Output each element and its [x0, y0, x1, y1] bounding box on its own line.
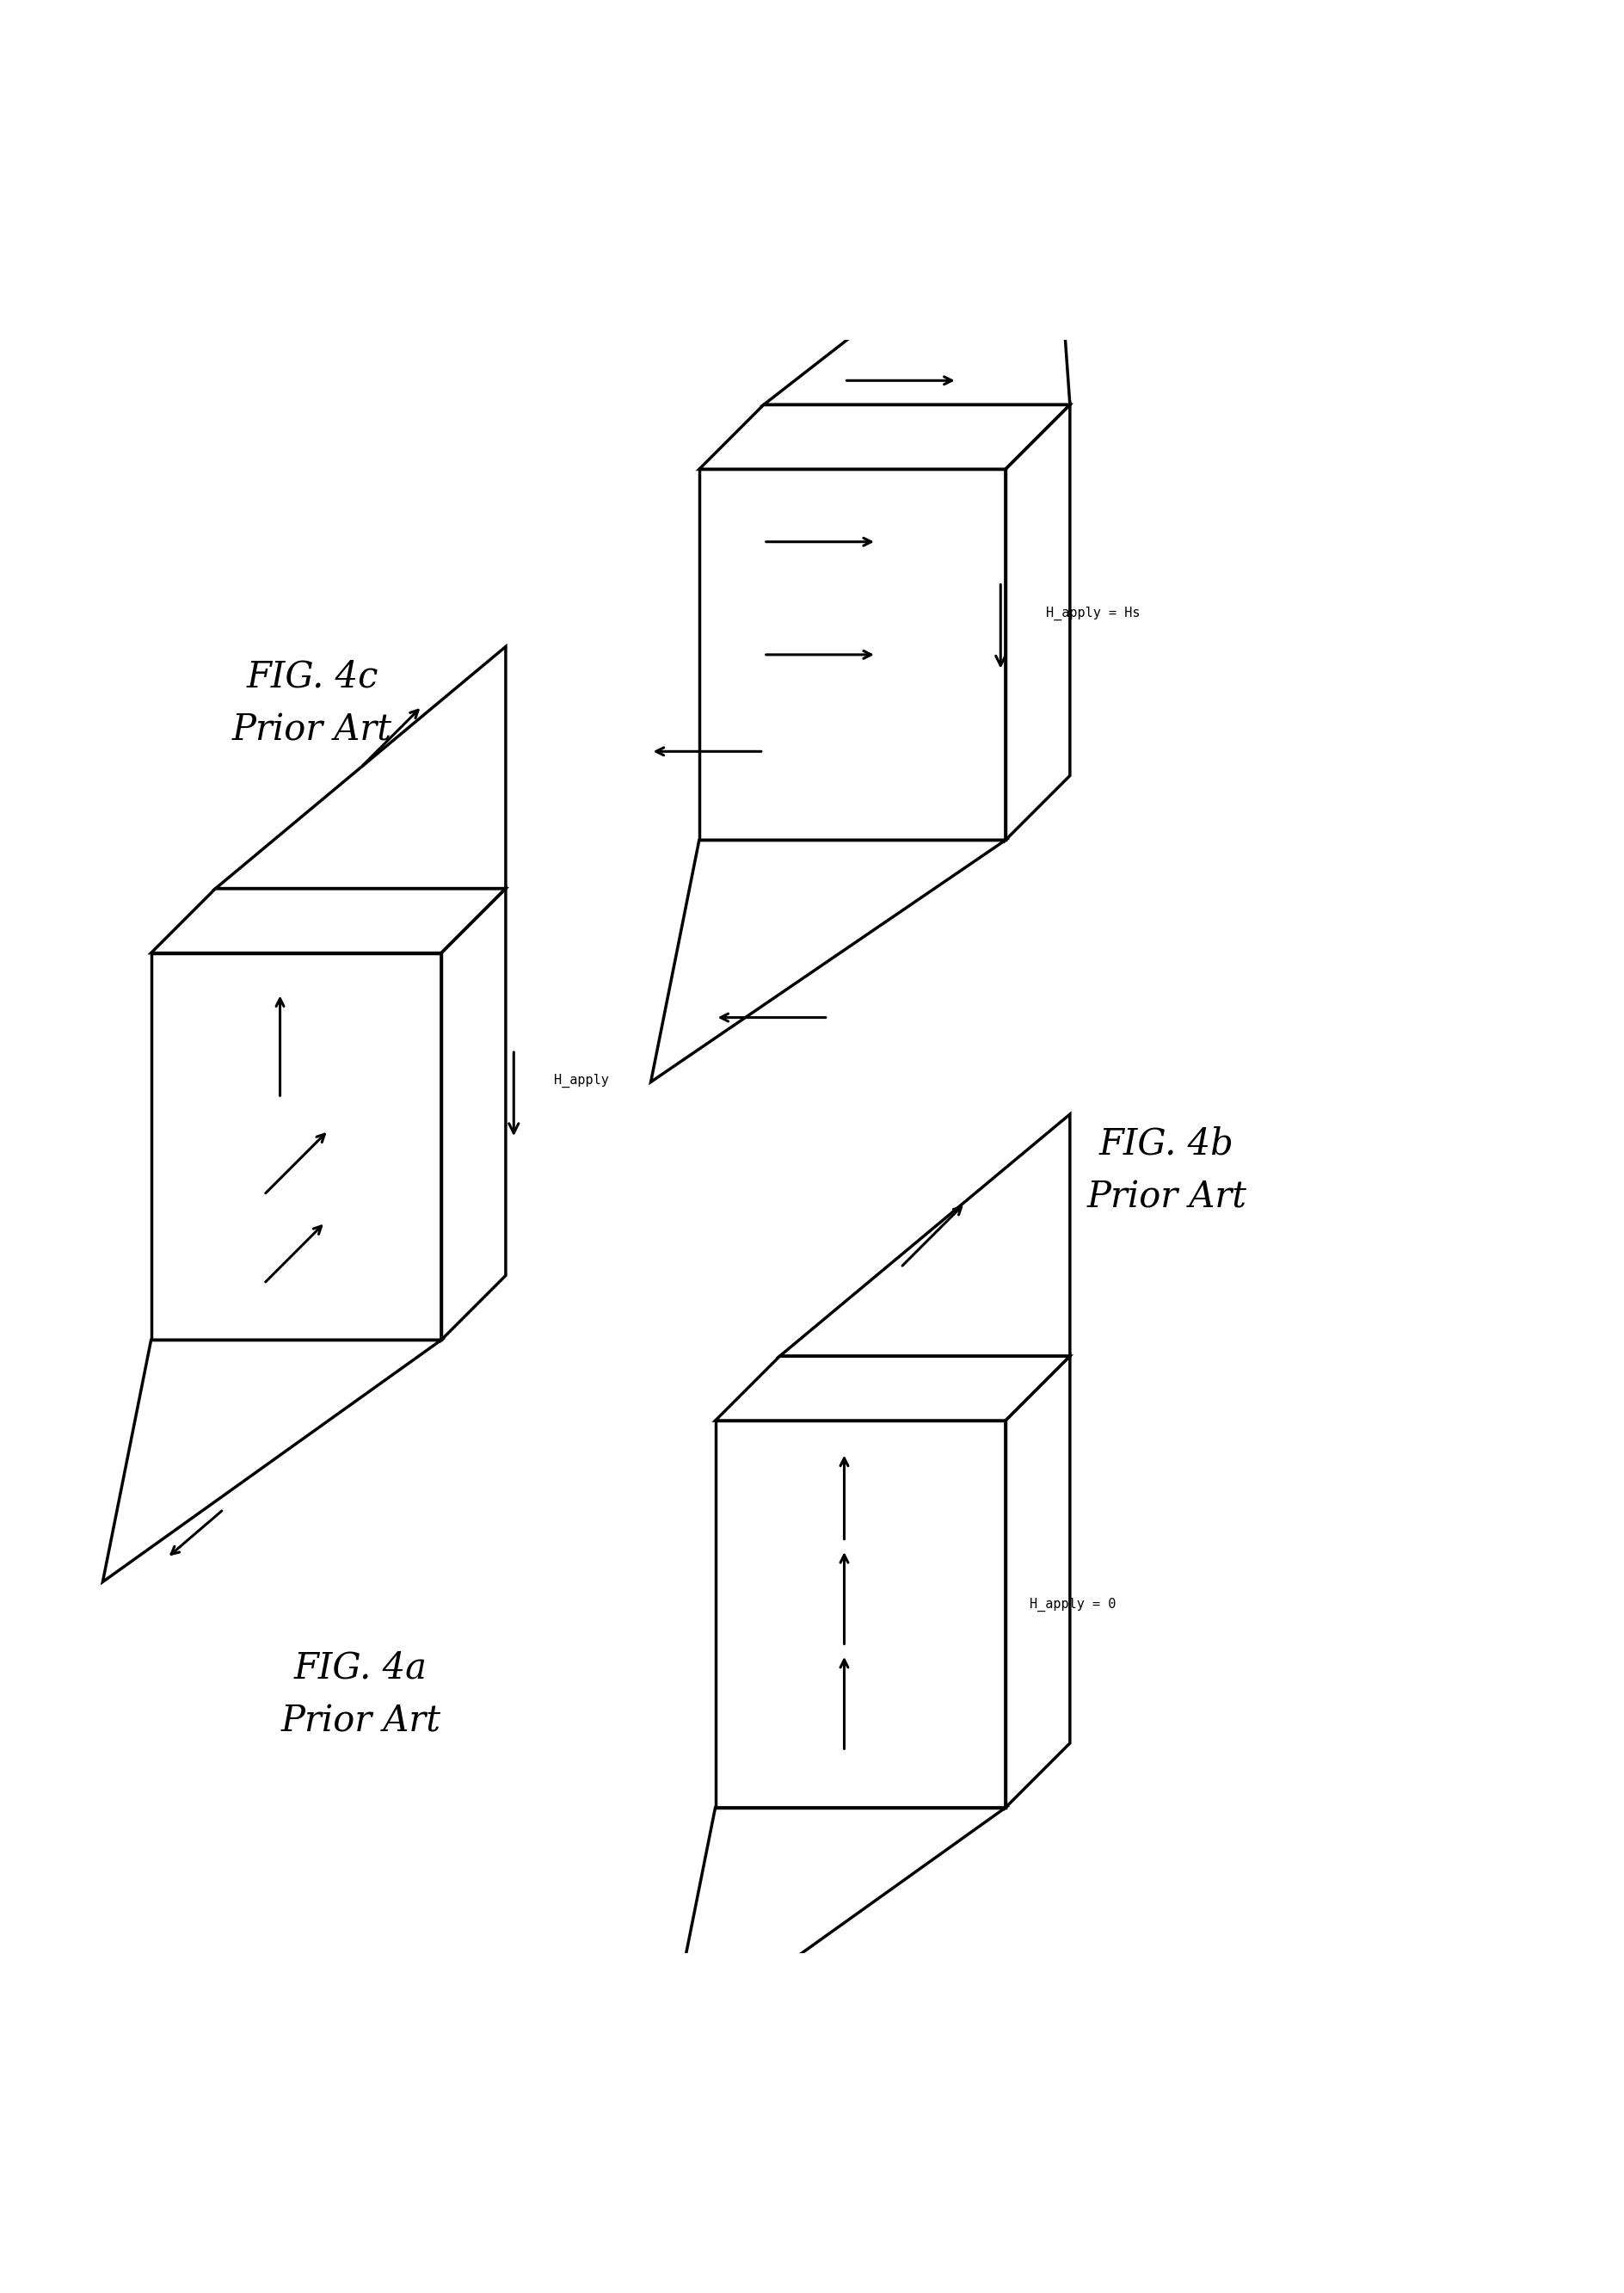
- Text: FIG. 4c
Prior Art: FIG. 4c Prior Art: [232, 658, 393, 748]
- Text: H_apply = 0: H_apply = 0: [1030, 1598, 1116, 1612]
- Text: H_apply: H_apply: [554, 1073, 609, 1087]
- Text: FIG. 4b
Prior Art: FIG. 4b Prior Art: [1086, 1126, 1247, 1215]
- Text: H_apply = Hs: H_apply = Hs: [1046, 605, 1140, 619]
- Text: FIG. 4a
Prior Art: FIG. 4a Prior Art: [281, 1651, 440, 1740]
